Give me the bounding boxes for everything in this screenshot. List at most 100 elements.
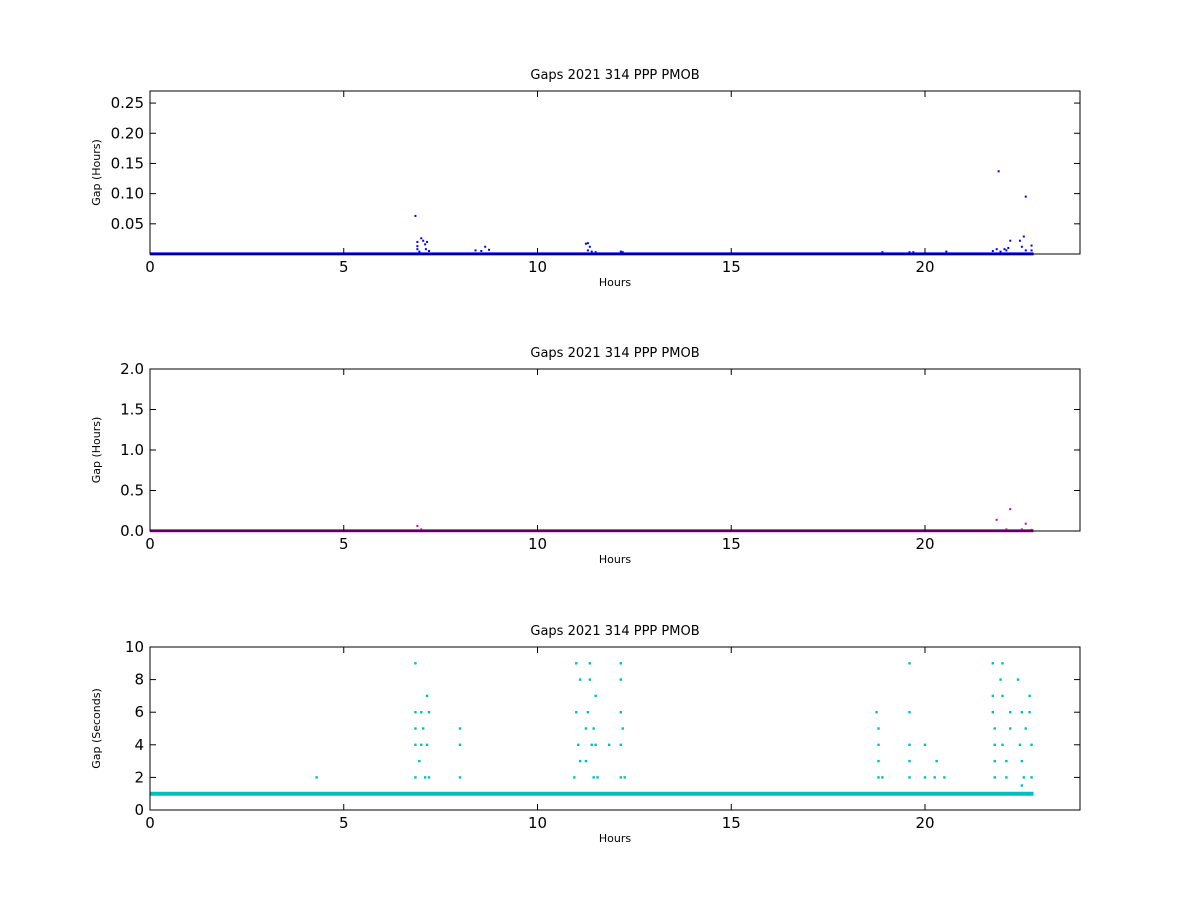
data-point bbox=[584, 727, 588, 730]
y-tick-label: 6 bbox=[134, 703, 144, 721]
data-point bbox=[418, 250, 421, 253]
data-point bbox=[619, 678, 623, 681]
data-point bbox=[1024, 249, 1027, 252]
data-point bbox=[991, 694, 995, 698]
data-point bbox=[590, 250, 593, 253]
x-tick-label: 20 bbox=[915, 535, 934, 553]
data-point bbox=[1005, 249, 1008, 252]
data-point bbox=[421, 727, 425, 730]
x-axis-label: Hours bbox=[599, 276, 631, 289]
data-point bbox=[427, 776, 431, 779]
data-point bbox=[997, 170, 1000, 173]
y-tick-label: 0.0 bbox=[120, 522, 144, 540]
data-point bbox=[995, 248, 998, 251]
y-tick-label: 0 bbox=[134, 801, 144, 819]
data-point bbox=[1001, 743, 1004, 746]
data-point bbox=[414, 743, 417, 746]
data-point bbox=[993, 776, 996, 779]
x-tick-label: 15 bbox=[722, 535, 741, 553]
data-point bbox=[623, 776, 626, 779]
data-point bbox=[1028, 694, 1031, 698]
data-point bbox=[1007, 246, 1010, 249]
data-point bbox=[935, 759, 938, 763]
data-point bbox=[484, 245, 487, 248]
y-tick-label: 0.25 bbox=[111, 94, 144, 112]
data-point bbox=[1018, 743, 1022, 746]
data-point bbox=[586, 711, 590, 714]
x-tick-label: 20 bbox=[915, 258, 934, 276]
data-point bbox=[999, 678, 1002, 681]
chart-panel-middle: Gaps 2021 314 PPP PMOB Hours Gap (Hours) 0 5… bbox=[90, 346, 1081, 566]
data-point bbox=[923, 743, 927, 746]
data-point bbox=[414, 214, 417, 217]
data-point bbox=[578, 678, 582, 681]
data-point bbox=[912, 251, 915, 254]
x-tick-label: 0 bbox=[145, 258, 155, 276]
y-tick-label: 0.15 bbox=[111, 154, 144, 172]
data-point bbox=[586, 242, 589, 245]
data-point bbox=[1030, 776, 1033, 779]
data-point bbox=[908, 743, 911, 746]
data-point bbox=[575, 711, 578, 714]
data-point bbox=[1030, 244, 1033, 247]
data-point bbox=[1028, 711, 1031, 714]
data-point bbox=[877, 759, 880, 763]
data-point bbox=[1020, 784, 1024, 787]
data-point bbox=[418, 759, 421, 763]
data-point bbox=[414, 776, 417, 779]
y-tick-label: 0.20 bbox=[111, 124, 144, 142]
data-point bbox=[414, 727, 417, 730]
data-point bbox=[881, 776, 884, 779]
data-point bbox=[619, 711, 623, 714]
x-tick-label: 20 bbox=[915, 814, 934, 832]
plot-frame bbox=[149, 90, 1081, 255]
data-point bbox=[586, 249, 589, 252]
y-axis-label: Gap (Hours) bbox=[90, 417, 103, 484]
data-point bbox=[458, 743, 462, 746]
data-point bbox=[588, 678, 592, 681]
data-point bbox=[607, 743, 611, 746]
x-tick-label: 10 bbox=[528, 258, 547, 276]
data-point bbox=[427, 711, 431, 714]
chart-title: Gaps 2021 314 PPP PMOB bbox=[530, 624, 699, 639]
chart-title: Gaps 2021 314 PPP PMOB bbox=[530, 68, 699, 83]
plot-frame bbox=[149, 646, 1081, 811]
data-point bbox=[578, 759, 582, 763]
data-point bbox=[425, 694, 429, 698]
y-tick-label: 4 bbox=[134, 736, 144, 754]
y-tick-label: 1.5 bbox=[120, 401, 144, 419]
data-point bbox=[1001, 662, 1004, 665]
data-point bbox=[584, 759, 588, 763]
data-point bbox=[594, 694, 597, 698]
data-point bbox=[1022, 776, 1026, 779]
data-point bbox=[923, 776, 927, 779]
x-tick-label: 5 bbox=[339, 258, 349, 276]
data-point bbox=[881, 251, 884, 254]
x-tick-label: 15 bbox=[722, 814, 741, 832]
data-point bbox=[1030, 528, 1033, 531]
data-point bbox=[943, 776, 946, 779]
x-tick-label: 5 bbox=[339, 814, 349, 832]
data-point bbox=[999, 250, 1002, 253]
data-point bbox=[425, 743, 429, 746]
data-point bbox=[594, 251, 597, 254]
data-point bbox=[877, 776, 880, 779]
data-point bbox=[474, 249, 477, 252]
data-point bbox=[875, 711, 878, 714]
data-point bbox=[1024, 727, 1027, 730]
data-point bbox=[576, 743, 580, 746]
data-point bbox=[426, 240, 429, 243]
x-axis-label: Hours bbox=[599, 832, 631, 845]
data-point bbox=[619, 776, 623, 779]
data-point bbox=[995, 518, 998, 521]
y-axis-label: Gap (Hours) bbox=[90, 139, 103, 206]
data-point bbox=[422, 239, 425, 242]
data-point bbox=[423, 776, 427, 779]
data-point bbox=[588, 662, 592, 665]
x-tick-label: 15 bbox=[722, 258, 741, 276]
data-point bbox=[1016, 678, 1020, 681]
data-point bbox=[993, 759, 996, 763]
y-tick-label: 0.10 bbox=[111, 185, 144, 203]
data-point bbox=[458, 727, 462, 730]
